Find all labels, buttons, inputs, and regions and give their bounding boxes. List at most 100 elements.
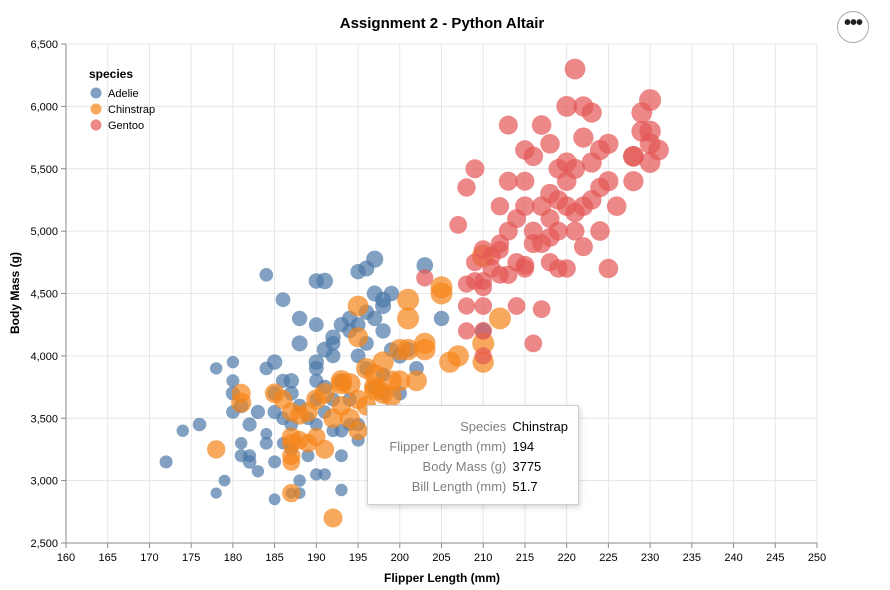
data-point-gentoo[interactable] [598,258,619,279]
data-point-gentoo[interactable] [523,146,544,167]
data-point-adelie[interactable] [192,417,207,432]
data-point-gentoo[interactable] [556,96,578,117]
data-point-adelie[interactable] [366,250,384,268]
data-point-adelie[interactable] [268,455,282,469]
data-point-chinstrap[interactable] [414,332,436,355]
data-point-gentoo[interactable] [457,178,476,197]
data-point-adelie[interactable] [268,493,281,506]
data-point-adelie[interactable] [218,474,231,487]
data-point-adelie[interactable] [325,336,341,351]
data-point-adelie[interactable] [210,487,222,499]
data-point-adelie[interactable] [250,404,265,420]
data-point-adelie[interactable] [335,483,348,497]
data-point-gentoo[interactable] [557,259,576,278]
data-point-adelie[interactable] [159,455,173,469]
data-point-adelie[interactable] [251,465,265,478]
data-point-adelie[interactable] [308,361,324,376]
data-point-adelie[interactable] [291,335,308,352]
data-point-gentoo[interactable] [515,255,535,275]
data-point-gentoo[interactable] [573,237,593,257]
data-point-gentoo[interactable] [465,159,485,179]
data-point-adelie[interactable] [283,373,299,389]
data-point-adelie[interactable] [226,355,240,369]
data-point-chinstrap[interactable] [315,439,335,459]
data-point-gentoo[interactable] [449,216,468,234]
data-point-chinstrap[interactable] [397,288,420,311]
data-point-gentoo[interactable] [416,269,434,287]
data-point-chinstrap[interactable] [372,351,394,373]
data-point-adelie[interactable] [383,285,400,302]
data-point-chinstrap[interactable] [282,483,301,503]
data-point-chinstrap[interactable] [381,386,402,407]
data-point-adelie[interactable] [266,354,283,370]
data-point-adelie[interactable] [375,298,392,314]
data-point-gentoo[interactable] [474,297,493,315]
data-point-gentoo[interactable] [524,334,543,353]
data-point-gentoo[interactable] [623,171,644,192]
data-point-chinstrap[interactable] [406,370,427,392]
data-point-adelie[interactable] [309,418,323,431]
data-point-gentoo[interactable] [507,297,526,315]
data-point-chinstrap[interactable] [207,440,226,459]
data-point-chinstrap[interactable] [323,508,343,528]
data-point-gentoo[interactable] [498,115,518,135]
data-point-gentoo[interactable] [565,221,585,241]
data-point-adelie[interactable] [318,468,331,481]
data-point-gentoo[interactable] [515,171,535,191]
data-point-adelie[interactable] [242,417,257,432]
data-point-gentoo[interactable] [564,158,586,179]
data-point-gentoo[interactable] [474,347,492,365]
data-point-gentoo[interactable] [540,134,560,154]
data-point-chinstrap[interactable] [397,338,419,361]
data-point-gentoo[interactable] [564,58,586,80]
data-point-adelie[interactable] [291,310,308,327]
data-point-chinstrap[interactable] [348,327,369,348]
data-point-chinstrap[interactable] [488,307,511,330]
data-point-chinstrap[interactable] [314,382,336,404]
data-point-chinstrap[interactable] [231,392,252,413]
data-point-adelie[interactable] [210,362,223,375]
data-point-gentoo[interactable] [457,322,476,340]
data-point-chinstrap[interactable] [348,421,368,441]
data-point-adelie[interactable] [260,427,273,440]
actions-menu-button[interactable]: ••• [837,11,869,43]
data-point-adelie[interactable] [375,323,391,339]
data-point-adelie[interactable] [367,310,383,327]
data-point-gentoo[interactable] [623,146,644,167]
data-point-chinstrap[interactable] [447,345,469,367]
data-point-chinstrap[interactable] [338,373,361,395]
data-point-chinstrap[interactable] [430,282,453,305]
data-point-adelie[interactable] [334,449,348,463]
data-point-gentoo[interactable] [639,89,662,112]
data-point-adelie[interactable] [293,474,306,487]
data-point-adelie[interactable] [301,449,315,463]
data-point-adelie[interactable] [275,292,291,308]
data-point-chinstrap[interactable] [397,307,420,330]
data-point-adelie[interactable] [235,437,248,450]
data-point-adelie[interactable] [308,317,324,333]
data-point-gentoo[interactable] [474,322,493,340]
data-point-chinstrap[interactable] [389,370,411,392]
data-point-gentoo[interactable] [491,240,509,259]
data-point-gentoo[interactable] [490,197,510,216]
data-point-gentoo[interactable] [581,102,602,123]
data-point-adelie[interactable] [176,424,189,437]
data-point-chinstrap[interactable] [472,332,495,355]
data-point-chinstrap[interactable] [282,446,301,465]
data-points[interactable] [159,58,669,528]
data-point-adelie[interactable] [325,348,341,364]
data-point-gentoo[interactable] [598,171,619,192]
data-point-adelie[interactable] [242,455,257,469]
data-point-gentoo[interactable] [573,127,594,148]
data-point-adelie[interactable] [316,272,334,290]
data-point-chinstrap[interactable] [347,295,369,317]
data-point-gentoo[interactable] [532,300,551,318]
data-point-gentoo[interactable] [515,196,535,216]
data-point-adelie[interactable] [226,374,240,388]
data-point-gentoo[interactable] [590,221,610,241]
data-point-gentoo[interactable] [474,278,493,297]
data-point-adelie[interactable] [433,310,450,327]
data-point-gentoo[interactable] [531,115,552,135]
data-point-adelie[interactable] [259,268,274,282]
data-point-adelie[interactable] [416,257,434,274]
